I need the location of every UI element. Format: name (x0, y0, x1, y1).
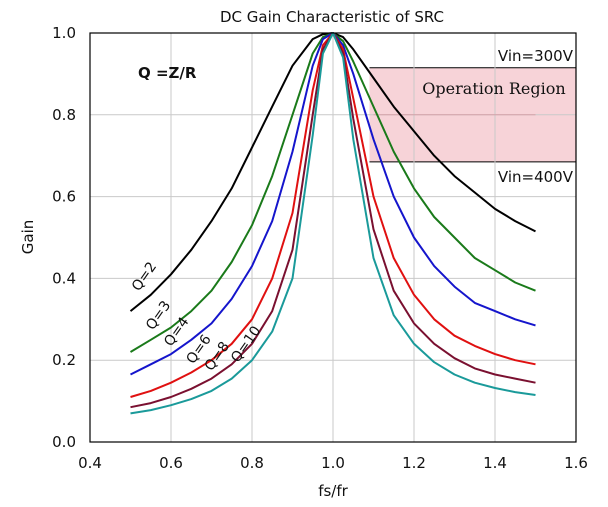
operation-region-label: Operation Region (422, 79, 565, 98)
x-tick-label: 0.4 (78, 454, 102, 472)
x-tick-label: 1.6 (564, 454, 588, 472)
x-tick-label: 1.4 (483, 454, 507, 472)
x-tick-label: 0.8 (240, 454, 264, 472)
plot-area (89, 32, 577, 443)
x-tick-label: 1.0 (321, 454, 345, 472)
y-tick-label: 0.4 (52, 269, 76, 287)
y-tick-label: 0.0 (52, 433, 76, 451)
plot-frame (89, 32, 577, 443)
vin-400-label: Vin=400V (498, 168, 574, 186)
chart-title: DC Gain Characteristic of SRC (220, 8, 444, 26)
y-tick-label: 0.2 (52, 351, 76, 369)
y-axis-label: Gain (19, 220, 37, 255)
y-tick-label: 1.0 (52, 24, 76, 42)
x-tick-label: 1.2 (402, 454, 426, 472)
x-tick-label: 0.6 (159, 454, 183, 472)
q-formula-label: Q =Z/R (138, 64, 197, 82)
y-tick-label: 0.6 (52, 188, 76, 206)
x-axis-label: fs/fr (318, 482, 348, 500)
tick-label-layer: 0.4 0.6 0.8 1.0 1.2 1.4 1.6 0.0 0.2 0.4 0.6 0.8 1.0 (52, 24, 588, 472)
vin-300-label: Vin=300V (498, 47, 574, 65)
y-tick-label: 0.8 (52, 106, 76, 124)
